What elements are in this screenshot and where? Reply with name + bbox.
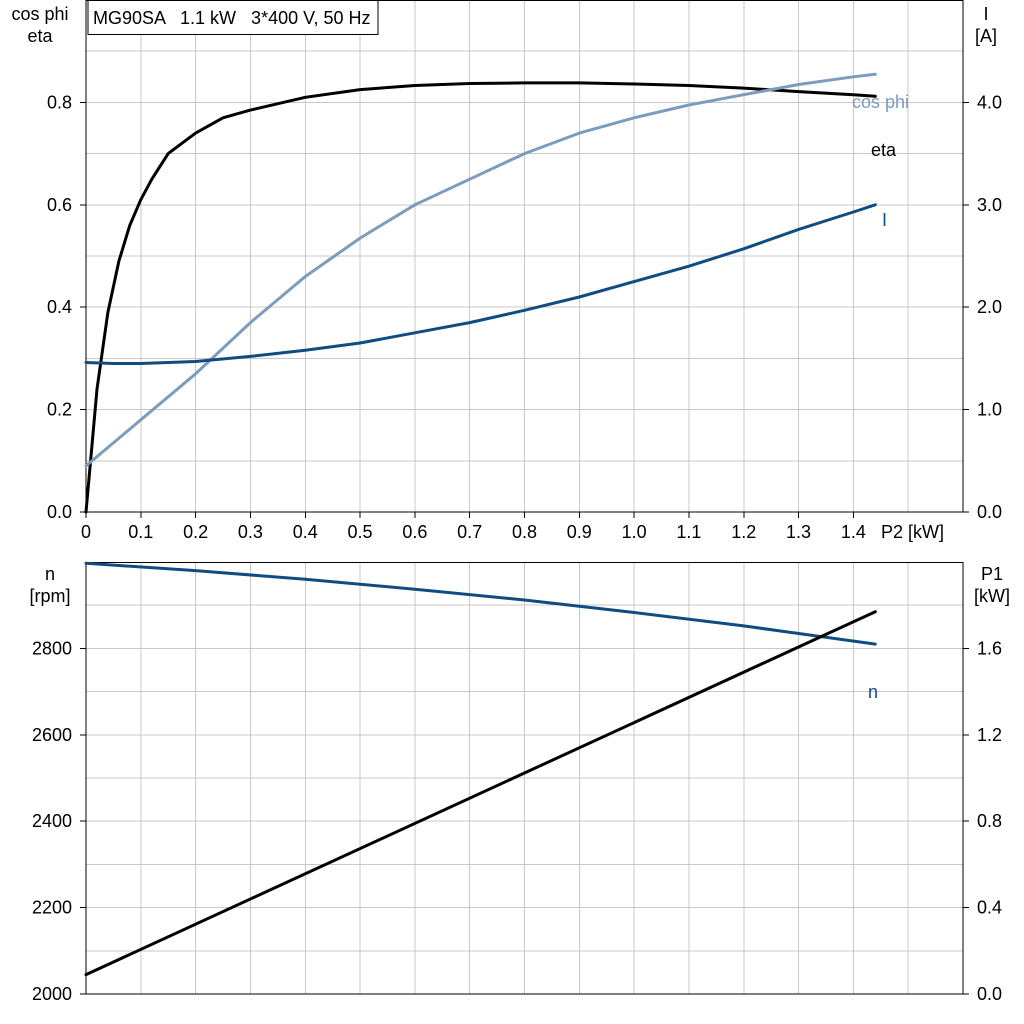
top-series-eta-line xyxy=(84,81,877,514)
top-left-tick-label: 0.0 xyxy=(47,502,72,522)
top-right-tick-label: 4.0 xyxy=(977,92,1002,112)
top-x-tick-label: 0.1 xyxy=(128,522,153,542)
top-x-tick-label: 0.9 xyxy=(567,522,592,542)
top-series-i-label: I xyxy=(882,210,887,230)
bottom-series-n-line xyxy=(84,561,877,646)
bottom-left-axis-label: n xyxy=(45,564,55,584)
top-x-tick-label: 0 xyxy=(81,522,91,542)
top-x-tick-label: 1.2 xyxy=(731,522,756,542)
top-x-tick-label: 0.4 xyxy=(293,522,318,542)
bottom-left-tick-label: 2200 xyxy=(32,898,72,918)
top-series-i-line xyxy=(84,203,877,365)
top-series-eta-label: eta xyxy=(871,140,897,160)
top-x-tick-label: 0.2 xyxy=(183,522,208,542)
top-left-tick-label: 0.2 xyxy=(47,400,72,420)
bottom-right-tick-label: 1.6 xyxy=(977,638,1002,658)
top-x-axis-label: P2 [kW] xyxy=(881,522,944,542)
top-right-tick-label: 3.0 xyxy=(977,195,1002,215)
bottom-left-tick-label: 2800 xyxy=(32,638,72,658)
top-left-tick-label: 0.8 xyxy=(47,92,72,112)
bottom-chart-panel: 200022002400260028000.00.40.81.21.6n[rpm… xyxy=(29,561,1010,1004)
top-left-tick-label: 0.4 xyxy=(47,297,72,317)
top-x-tick-label: 0.3 xyxy=(238,522,263,542)
top-x-tick-label: 0.6 xyxy=(402,522,427,542)
top-x-tick-label: 1.0 xyxy=(622,522,647,542)
top-x-tick-label: 0.8 xyxy=(512,522,537,542)
top-x-tick-label: 1.1 xyxy=(676,522,701,542)
top-series-cos-phi-label: cos phi xyxy=(852,92,909,112)
bottom-right-axis-label: [kW] xyxy=(974,586,1010,606)
top-x-tick-label: 1.3 xyxy=(786,522,811,542)
bottom-series-series-1-line xyxy=(84,610,877,977)
top-right-axis-label: [A] xyxy=(975,26,997,46)
top-chart-panel: 0.0 0.2 0.4 0.6 0.8 0.0 1.0 2.0 3.0 4.0 0 0.1 0.2 0.3… xyxy=(11,0,1002,542)
top-x-tick-label: 0.5 xyxy=(348,522,373,542)
bottom-right-tick-label: 0.8 xyxy=(977,811,1002,831)
top-right-axis-label: I xyxy=(983,4,988,24)
top-x-tick-label: 1.4 xyxy=(841,522,866,542)
chart-title: MG90SA 1.1 kW 3*400 V, 50 Hz xyxy=(93,8,370,28)
top-right-tick-label: 2.0 xyxy=(977,297,1002,317)
bottom-left-tick-label: 2400 xyxy=(32,811,72,831)
top-right-tick-label: 1.0 xyxy=(977,400,1002,420)
top-x-tick-label: 0.7 xyxy=(457,522,482,542)
top-left-tick-label: 0.6 xyxy=(47,195,72,215)
bottom-right-axis-label: P1 xyxy=(981,564,1003,584)
top-left-axis-label: eta xyxy=(27,26,53,46)
bottom-left-tick-label: 2600 xyxy=(32,725,72,745)
bottom-left-tick-label: 2000 xyxy=(32,984,72,1004)
top-left-axis-label: cos phi xyxy=(11,4,68,24)
bottom-series-n-label: n xyxy=(868,682,878,702)
bottom-right-tick-label: 0.0 xyxy=(977,984,1002,1004)
chart-title-box xyxy=(87,0,379,35)
bottom-left-axis-label: [rpm] xyxy=(29,586,70,606)
bottom-right-tick-label: 1.2 xyxy=(977,725,1002,745)
top-right-tick-label: 0.0 xyxy=(977,502,1002,522)
bottom-right-tick-label: 0.4 xyxy=(977,898,1002,918)
top-series-cos-phi-line xyxy=(84,72,877,468)
